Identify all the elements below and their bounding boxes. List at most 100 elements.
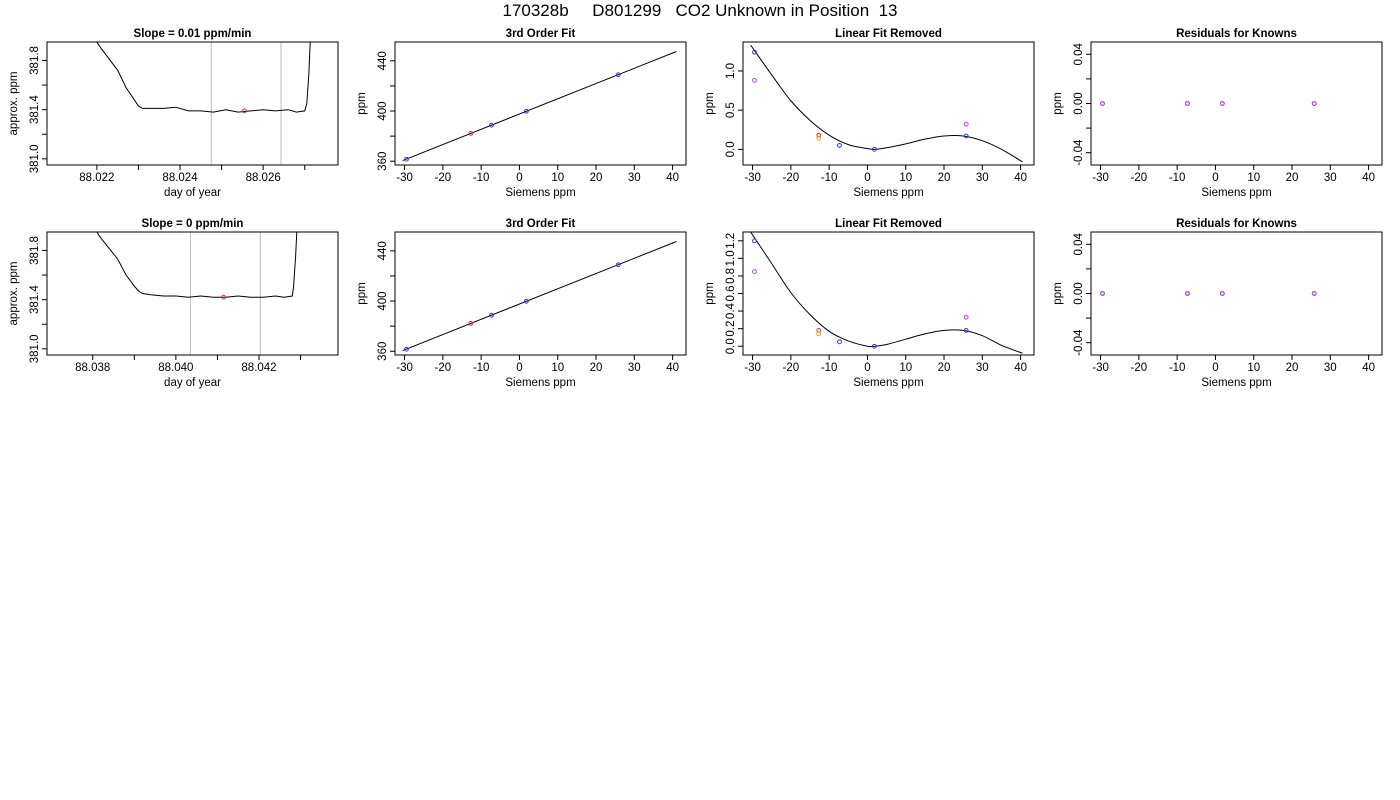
x-tick-label: 40	[666, 362, 679, 374]
data-point	[816, 135, 822, 141]
data-point	[489, 122, 494, 128]
y-tick-label: 0.00	[1073, 282, 1085, 304]
y-tick-label: 381.0	[29, 334, 41, 363]
chart-plot-area	[402, 51, 677, 162]
x-tick-label: -20	[783, 172, 800, 184]
chart-plot-area	[96, 232, 298, 355]
y-tick-label: 400	[377, 291, 389, 310]
x-axis-label: Siemens ppm	[853, 187, 923, 199]
series-line	[96, 42, 311, 113]
data-point	[1100, 291, 1105, 296]
y-tick-label: 381.8	[29, 46, 41, 75]
y-tick-label: 0.04	[1073, 43, 1085, 66]
x-tick-label: 88.038	[75, 362, 110, 374]
data-point	[752, 77, 757, 83]
chart-panel-r1-linear-removed: Linear Fit Removed -30 -20 -10 0 10 20 30 40 0.0 0…	[704, 28, 1035, 199]
x-tick-label: -30	[744, 172, 761, 184]
chart-plot-area	[750, 44, 1023, 163]
y-axis-label: ppm	[356, 282, 368, 304]
x-tick-label: 20	[1286, 172, 1299, 184]
data-point	[615, 262, 621, 268]
x-tick-label: 40	[1014, 362, 1027, 374]
chart-title: Residuals for Knowns	[1176, 218, 1297, 230]
x-tick-label: -30	[1092, 362, 1109, 374]
y-tick-label: 381.4	[29, 95, 41, 124]
y-tick-label: 0.04	[1073, 233, 1085, 256]
x-axis-label: day of year	[164, 187, 221, 199]
chart-panel-r1-timeseries: Slope = 0.01 ppm/min 88.022 88.024 88.026 38…	[8, 28, 339, 199]
chart-plot-area	[96, 42, 311, 165]
y-tick-label: 381.4	[29, 285, 41, 314]
y-tick-label: -0.04	[1073, 139, 1085, 166]
plot-frame	[46, 231, 339, 356]
y-tick-label: 0.6	[725, 286, 737, 302]
x-tick-label: 30	[1324, 172, 1337, 184]
x-tick-label: -10	[821, 172, 838, 184]
data-point	[468, 320, 474, 326]
data-point	[752, 49, 757, 55]
chart-title: 3rd Order Fit	[506, 218, 576, 230]
x-tick-label: 0	[864, 172, 870, 184]
x-tick-label: 10	[899, 172, 912, 184]
x-tick-label: 10	[1247, 362, 1260, 374]
plot-frame	[1090, 231, 1383, 356]
data-point	[963, 133, 969, 139]
x-tick-label: 10	[899, 362, 912, 374]
x-tick-label: 0	[516, 362, 522, 374]
x-tick-label: 88.024	[162, 172, 198, 184]
x-tick-label: 20	[938, 172, 951, 184]
fit-line	[402, 51, 677, 162]
data-point	[1311, 101, 1317, 106]
chart-title: Residuals for Knowns	[1176, 28, 1297, 40]
plot-frame	[742, 231, 1035, 356]
plot-frame	[394, 231, 687, 356]
data-point	[221, 294, 227, 300]
fit-curve	[750, 44, 1023, 163]
data-point	[1219, 291, 1225, 296]
x-tick-label: -10	[821, 362, 838, 374]
y-tick-label: 440	[377, 51, 389, 70]
data-point	[752, 269, 757, 274]
x-tick-label: 30	[976, 362, 989, 374]
chart-panel-r2-fit: 3rd Order Fit -30 -20 -10 0 10 20 30 40 360 400 440…	[356, 218, 687, 389]
x-tick-label: -10	[1169, 172, 1186, 184]
y-axis-label: approx. ppm	[8, 72, 20, 136]
y-tick-label: 0.0	[725, 141, 737, 157]
data-point	[404, 346, 409, 352]
y-tick-label: 440	[377, 241, 389, 260]
plot-frame	[1090, 41, 1383, 166]
chart-panel-r2-linear-removed: Linear Fit Removed-30 -20 -10 0 10 20 30 400.00…	[704, 218, 1035, 389]
page-title: 170328b D801299 CO2 Unknown in Position …	[502, 1, 898, 20]
x-tick-label: 40	[1014, 172, 1027, 184]
chart-plot-area	[402, 241, 677, 352]
x-axis-label: Siemens ppm	[505, 187, 575, 199]
x-tick-label: 10	[1247, 172, 1260, 184]
y-tick-label: 1.0	[725, 250, 737, 266]
data-point	[242, 108, 247, 114]
plot-frame	[394, 41, 687, 166]
x-tick-label: -30	[744, 362, 761, 374]
data-point	[871, 343, 877, 349]
x-tick-label: -30	[396, 172, 413, 184]
data-point	[523, 298, 529, 304]
y-tick-label: 381.0	[29, 144, 41, 173]
data-point	[963, 121, 969, 127]
y-axis-label: ppm	[1052, 282, 1064, 304]
data-point	[871, 146, 877, 152]
chart-title: Linear Fit Removed	[835, 218, 942, 230]
data-point	[404, 156, 409, 162]
y-tick-label: 0.4	[725, 302, 737, 319]
data-point	[468, 130, 474, 136]
x-axis-label: Siemens ppm	[1201, 377, 1271, 389]
x-axis-label: Siemens ppm	[1201, 187, 1271, 199]
y-tick-label: 0.00	[1073, 92, 1085, 114]
plot-frame	[742, 41, 1035, 166]
x-tick-label: 20	[590, 172, 603, 184]
y-tick-label: 360	[377, 152, 389, 171]
x-tick-label: 10	[551, 172, 564, 184]
y-axis-label: ppm	[704, 282, 716, 304]
x-tick-label: 88.022	[79, 172, 114, 184]
data-point	[816, 331, 822, 337]
x-tick-label: -20	[1131, 362, 1148, 374]
y-tick-label: 0.5	[725, 102, 737, 118]
